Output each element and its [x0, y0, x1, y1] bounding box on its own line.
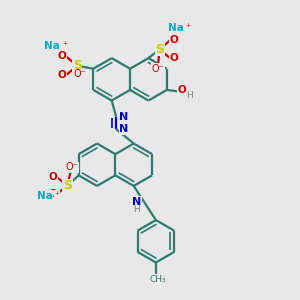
Text: CH₃: CH₃ — [149, 275, 166, 284]
Text: Na: Na — [44, 41, 60, 51]
Text: S: S — [63, 179, 72, 192]
Text: O: O — [49, 172, 58, 182]
Text: Na: Na — [168, 23, 184, 33]
Text: O: O — [177, 85, 186, 95]
Text: O⁻: O⁻ — [65, 162, 78, 172]
Text: S: S — [73, 59, 82, 72]
Text: O⁻: O⁻ — [73, 69, 86, 79]
Text: N: N — [132, 196, 141, 206]
Text: ⁺: ⁺ — [62, 41, 67, 51]
Text: Na: Na — [37, 191, 52, 201]
Text: O⁻: O⁻ — [152, 64, 164, 74]
Text: H: H — [186, 91, 193, 100]
Text: O: O — [169, 35, 178, 46]
Text: S: S — [155, 43, 164, 56]
Text: O: O — [169, 53, 178, 63]
Text: ⁺: ⁺ — [186, 23, 191, 33]
Text: O: O — [58, 51, 67, 62]
Text: N: N — [119, 112, 129, 122]
Text: O: O — [49, 189, 58, 199]
Text: H: H — [133, 205, 140, 214]
Text: N: N — [119, 124, 129, 134]
Text: O: O — [58, 70, 67, 80]
Text: ⁺: ⁺ — [54, 191, 59, 201]
